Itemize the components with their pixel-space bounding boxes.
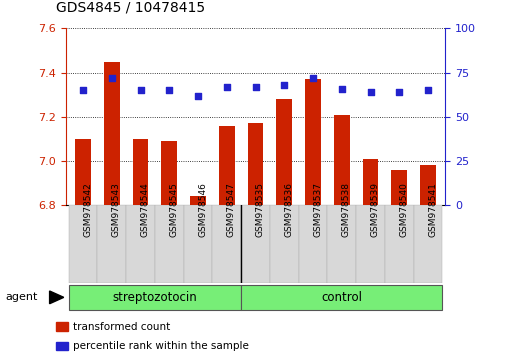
Bar: [241, 205, 269, 283]
Bar: [276, 99, 291, 205]
Bar: [212, 205, 241, 283]
Point: [193, 93, 201, 98]
Text: GSM978542: GSM978542: [83, 182, 92, 236]
Point: [366, 89, 374, 95]
Point: [165, 87, 173, 93]
Bar: [69, 205, 97, 283]
Point: [222, 84, 230, 90]
Bar: [69, 285, 241, 310]
Text: GSM978539: GSM978539: [370, 182, 379, 237]
Point: [136, 87, 144, 93]
Point: [309, 75, 317, 81]
Bar: [183, 205, 212, 283]
Bar: [97, 205, 126, 283]
Text: percentile rank within the sample: percentile rank within the sample: [73, 341, 249, 351]
Point: [337, 86, 345, 91]
Bar: [333, 115, 349, 205]
Bar: [269, 205, 298, 283]
Text: transformed count: transformed count: [73, 322, 170, 332]
Bar: [247, 124, 263, 205]
Bar: [219, 126, 234, 205]
Bar: [75, 139, 91, 205]
Text: GSM978536: GSM978536: [284, 182, 293, 237]
Bar: [161, 141, 177, 205]
Bar: [104, 62, 120, 205]
Bar: [126, 205, 155, 283]
Point: [79, 87, 87, 93]
Bar: [356, 205, 384, 283]
Bar: [155, 205, 183, 283]
Point: [394, 89, 402, 95]
Text: GSM978546: GSM978546: [197, 182, 207, 237]
Text: GSM978541: GSM978541: [427, 182, 436, 237]
Polygon shape: [49, 291, 64, 304]
Bar: [190, 196, 206, 205]
Bar: [362, 159, 378, 205]
Point: [423, 87, 431, 93]
Point: [251, 84, 259, 90]
Text: GSM978537: GSM978537: [313, 182, 321, 237]
Text: GDS4845 / 10478415: GDS4845 / 10478415: [56, 0, 205, 14]
Text: GSM978544: GSM978544: [140, 182, 149, 236]
Text: GSM978543: GSM978543: [112, 182, 121, 237]
Text: GSM978535: GSM978535: [255, 182, 264, 237]
Text: agent: agent: [5, 292, 37, 302]
Bar: [298, 205, 327, 283]
Bar: [132, 139, 148, 205]
Text: GSM978545: GSM978545: [169, 182, 178, 237]
Bar: [413, 205, 441, 283]
Text: GSM978547: GSM978547: [226, 182, 235, 237]
Point: [108, 75, 116, 81]
Bar: [384, 205, 413, 283]
Bar: [241, 285, 441, 310]
Text: GSM978538: GSM978538: [341, 182, 350, 237]
Text: streptozotocin: streptozotocin: [112, 291, 197, 304]
Point: [280, 82, 288, 88]
Text: control: control: [321, 291, 362, 304]
Bar: [390, 170, 407, 205]
Bar: [305, 79, 320, 205]
Text: GSM978540: GSM978540: [398, 182, 408, 237]
Bar: [327, 205, 356, 283]
Bar: [419, 165, 435, 205]
